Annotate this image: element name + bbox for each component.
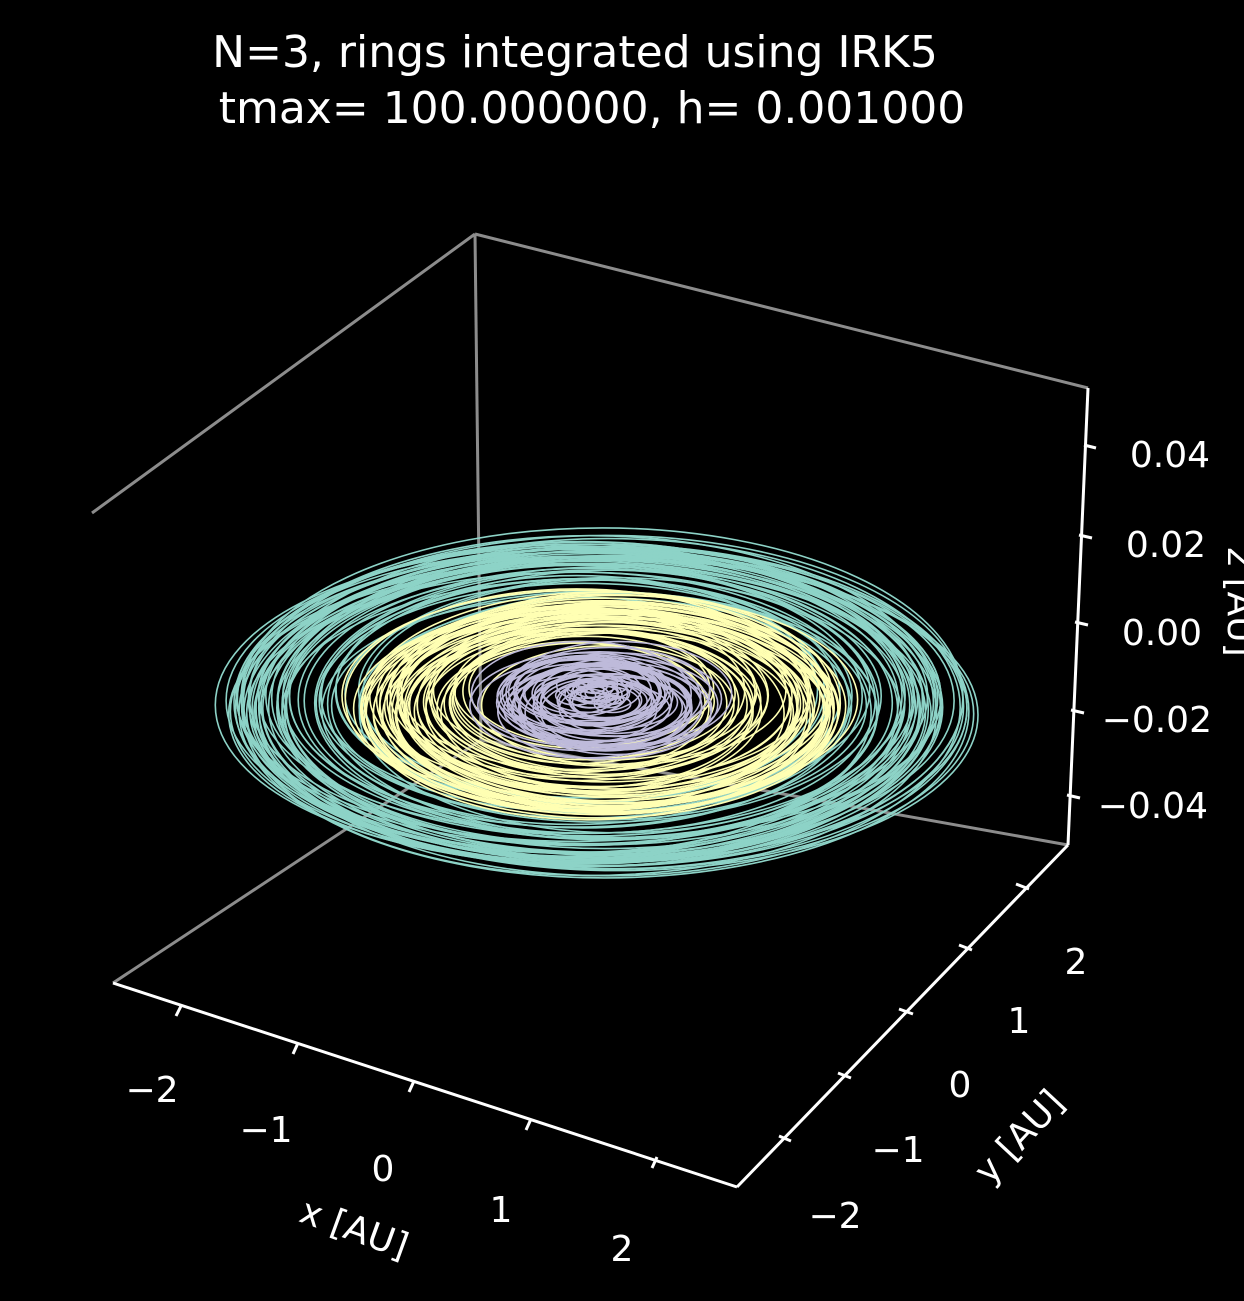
z-tick-mark	[1066, 793, 1081, 800]
y-tick-mark	[898, 1007, 914, 1016]
orbit-ring-3	[496, 659, 667, 734]
orbit-ring-2	[344, 588, 809, 811]
y-tick-label: 0	[949, 1065, 972, 1106]
x-tick-mark	[407, 1080, 416, 1093]
orbit-ring-2	[449, 631, 740, 772]
y-tick-label: −2	[808, 1196, 861, 1237]
orbit-ring-1	[257, 555, 906, 835]
orbit-ring-1	[265, 552, 929, 839]
orbit-ring-1	[227, 563, 932, 865]
y-tick-mark	[837, 1071, 852, 1080]
z-axis-line	[1066, 387, 1090, 846]
x-tick-mark	[650, 1156, 659, 1169]
x-axis-line	[112, 981, 738, 1189]
orbit-ring-2	[375, 594, 859, 805]
z-tick-label: 0.02	[1126, 525, 1206, 566]
orbit-ring-1	[233, 541, 935, 864]
z-axis: 0.04 0.02 0.00 −0.02 −0.04 z [AU]	[1066, 387, 1244, 846]
z-tick-label: −0.02	[1102, 700, 1212, 741]
y-axis-line	[735, 843, 1070, 1189]
orbit-ring-2	[341, 589, 821, 803]
orbit-ring-2	[388, 610, 832, 813]
orbit-ring-2	[404, 624, 799, 798]
y-tick-mark	[958, 943, 973, 952]
orbit-ring-3	[501, 655, 660, 732]
pane-edge-back-left	[91, 232, 476, 515]
orbit-ring-3	[510, 665, 693, 751]
z-tick-mark	[1070, 708, 1085, 715]
x-tick-label: 1	[490, 1190, 513, 1231]
z-tick-label: −0.04	[1098, 786, 1208, 827]
pane-edge-back-vertical	[473, 233, 483, 741]
orbit-ring-1	[255, 537, 961, 877]
orbit-ring-1	[297, 559, 919, 841]
orbit-ring-3	[558, 683, 671, 735]
orbit-rings	[214, 527, 979, 879]
y-tick-label: 1	[1008, 1001, 1031, 1042]
z-tick-mark	[1074, 620, 1089, 627]
orbit-ring-3	[503, 675, 658, 745]
orbit-ring-1	[253, 557, 975, 871]
orbit-ring-2	[396, 606, 756, 778]
z-axis-label: z [AU]	[1219, 547, 1244, 656]
z-tick-label: 0.04	[1130, 435, 1210, 476]
chart-title-line2: tmax= 100.000000, h= 0.001000	[219, 83, 966, 134]
x-tick-mark	[174, 1005, 183, 1017]
orbit-ring-1	[235, 548, 914, 843]
orbit-ring-2	[422, 621, 791, 783]
pane-edges	[91, 232, 1089, 985]
z-tick-label: 0.00	[1122, 613, 1202, 654]
orbit-ring-2	[389, 600, 812, 788]
orbit-ring-2	[436, 641, 710, 774]
orbit-ring-2	[432, 613, 787, 767]
orbit-ring-3	[555, 667, 634, 703]
orbit-ring-3	[574, 673, 619, 695]
x-tick-label: −1	[239, 1110, 292, 1151]
orbit-ring-1	[270, 546, 939, 850]
y-tick-mark	[778, 1134, 792, 1143]
pane-edge-back-top	[474, 232, 1089, 390]
orbit-ring-2	[452, 627, 769, 766]
orbit-ring-3	[571, 685, 641, 719]
x-tick-label: 2	[611, 1229, 634, 1270]
orbit-ring-1	[285, 564, 880, 847]
x-tick-label: 0	[372, 1149, 395, 1190]
orbit-ring-3	[519, 657, 719, 751]
x-tick-mark	[291, 1042, 300, 1055]
orbit-ring-2	[386, 593, 831, 807]
z-tick-mark	[1083, 443, 1097, 450]
orbit-ring-2	[401, 603, 811, 795]
chart-title-line1: N=3, rings integrated using IRK5	[212, 27, 938, 78]
x-tick-mark	[524, 1118, 533, 1131]
y-tick-label: −1	[871, 1130, 924, 1171]
z-tick-mark	[1078, 533, 1093, 540]
orbit-ring-3	[517, 661, 713, 756]
y-tick-label: 2	[1065, 942, 1088, 983]
orbit-ring-1	[238, 543, 970, 879]
orbit-ring-3	[497, 663, 712, 760]
y-tick-mark	[1015, 882, 1030, 891]
x-tick-label: −2	[125, 1070, 178, 1111]
